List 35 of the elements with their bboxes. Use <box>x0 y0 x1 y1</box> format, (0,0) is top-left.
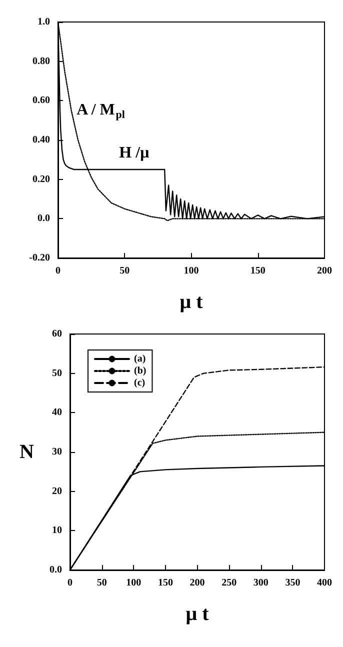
x-tick-label: 250 <box>222 578 237 588</box>
y-tick-label: 60 <box>52 328 62 340</box>
y-tick-label: 10 <box>52 525 62 536</box>
legend-label: (a) <box>134 354 146 364</box>
x-tick-label: 100 <box>184 266 199 276</box>
y-tick-label: 0.0 <box>50 564 62 576</box>
legend-label: (b) <box>134 366 146 376</box>
x-tick-label: 200 <box>317 266 332 276</box>
y-tick-label: 0.20 <box>32 174 50 185</box>
x-tick-label: 0 <box>68 578 72 588</box>
y-tick-label: 0.40 <box>32 134 50 146</box>
x-axis-title: μ t <box>180 291 204 313</box>
y-tick-label: 1.0 <box>38 16 50 28</box>
y-tick-label: 20 <box>52 486 62 497</box>
x-tick-label: 50 <box>120 266 130 276</box>
y-tick-label: 0.60 <box>32 95 50 106</box>
x-tick-label: 150 <box>250 266 266 276</box>
y-tick-label: 30 <box>52 446 62 458</box>
x-tick-label: 300 <box>253 578 268 588</box>
annotation: H /μ <box>119 144 150 162</box>
y-axis-title: N <box>20 441 35 463</box>
y-tick-label: -0.20 <box>29 252 50 264</box>
y-tick-label: 50 <box>52 368 62 379</box>
x-tick-label: 150 <box>158 578 173 588</box>
legend-label: (c) <box>134 378 146 388</box>
x-tick-label: 0 <box>56 266 60 276</box>
y-tick-label: 0.80 <box>32 56 50 67</box>
x-axis-title: μ t <box>186 603 210 625</box>
x-tick-label: 200 <box>190 578 205 588</box>
y-tick-label: 0.0 <box>38 213 50 224</box>
x-tick-label: 100 <box>126 578 142 588</box>
y-tick-label: 40 <box>52 407 62 418</box>
x-tick-label: 400 <box>317 578 332 588</box>
x-tick-label: 350 <box>285 578 300 588</box>
x-tick-label: 50 <box>96 578 107 588</box>
